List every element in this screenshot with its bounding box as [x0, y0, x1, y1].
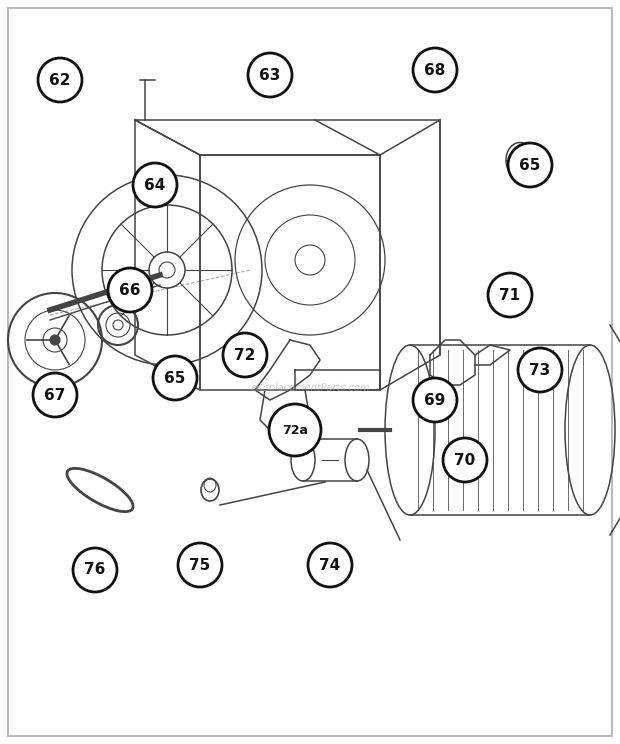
Text: 67: 67: [44, 388, 66, 403]
Text: 64: 64: [144, 178, 166, 193]
Text: 75: 75: [189, 557, 211, 572]
Circle shape: [413, 378, 457, 422]
Text: 72a: 72a: [282, 423, 308, 437]
Text: 63: 63: [259, 68, 281, 83]
Circle shape: [133, 163, 177, 207]
Text: 65: 65: [164, 371, 185, 385]
Text: eReplacementParts.com: eReplacementParts.com: [250, 383, 370, 393]
Circle shape: [269, 404, 321, 456]
Circle shape: [518, 348, 562, 392]
Text: 73: 73: [529, 362, 551, 377]
Circle shape: [248, 53, 292, 97]
Text: 62: 62: [49, 72, 71, 88]
Text: 69: 69: [424, 393, 446, 408]
Circle shape: [308, 543, 352, 587]
Text: 71: 71: [500, 287, 521, 303]
Circle shape: [178, 543, 222, 587]
Text: 70: 70: [454, 452, 476, 467]
Circle shape: [443, 438, 487, 482]
Circle shape: [73, 548, 117, 592]
Circle shape: [50, 335, 60, 345]
Circle shape: [33, 373, 77, 417]
Text: 74: 74: [319, 557, 340, 572]
Text: 66: 66: [119, 283, 141, 298]
Circle shape: [108, 268, 152, 312]
Circle shape: [488, 273, 532, 317]
Circle shape: [508, 143, 552, 187]
Circle shape: [223, 333, 267, 377]
Text: 65: 65: [520, 158, 541, 173]
Circle shape: [153, 356, 197, 400]
Text: 72: 72: [234, 347, 255, 362]
Text: 76: 76: [84, 562, 105, 577]
Circle shape: [413, 48, 457, 92]
Text: 68: 68: [424, 62, 446, 77]
Circle shape: [38, 58, 82, 102]
